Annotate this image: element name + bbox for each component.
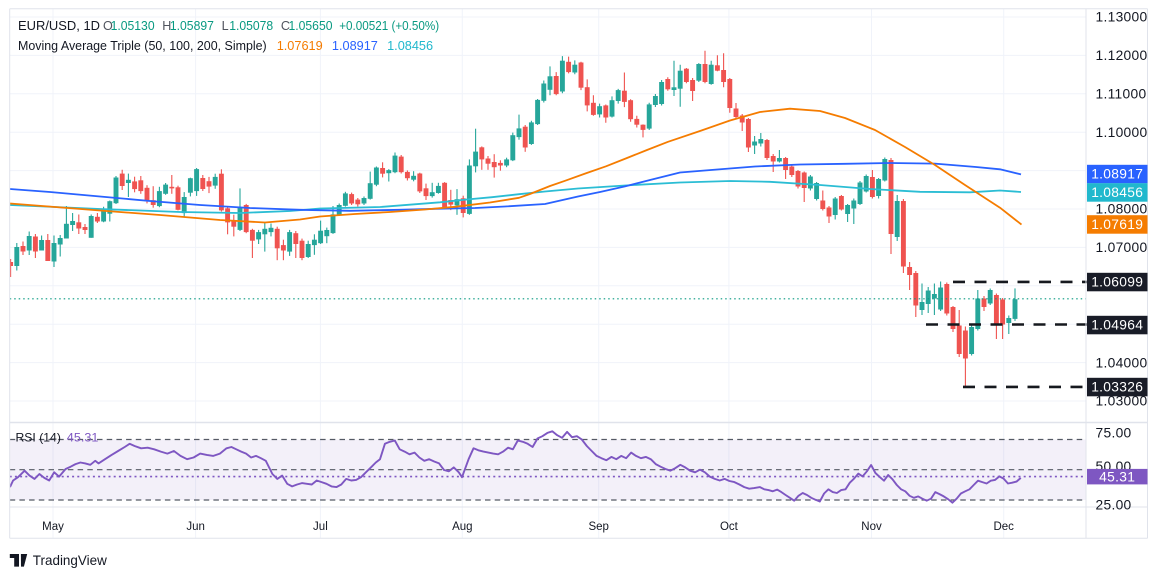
svg-text:1.08456: 1.08456	[1091, 185, 1143, 200]
svg-text:Nov: Nov	[861, 521, 882, 533]
svg-text:May: May	[42, 521, 64, 533]
svg-text:1.08456: 1.08456	[387, 38, 433, 53]
svg-text:+0.00521 (+0.50%): +0.00521 (+0.50%)	[339, 18, 439, 33]
svg-text:1.12000: 1.12000	[1096, 48, 1148, 63]
svg-text:Dec: Dec	[993, 521, 1014, 533]
svg-text:1.11000: 1.11000	[1096, 87, 1147, 102]
svg-text:Oct: Oct	[720, 521, 739, 533]
svg-text:1.13000: 1.13000	[1096, 10, 1148, 25]
svg-text:1.05897: 1.05897	[170, 18, 214, 33]
svg-text:1.04000: 1.04000	[1096, 355, 1148, 370]
svg-text:H: H	[162, 19, 171, 33]
svg-text:1.03000: 1.03000	[1096, 394, 1148, 409]
svg-text:1.04964: 1.04964	[1091, 318, 1143, 333]
svg-text:1.08000: 1.08000	[1096, 202, 1148, 217]
svg-text:RSI (14): RSI (14)	[16, 430, 61, 444]
svg-text:1.03326: 1.03326	[1091, 380, 1143, 395]
svg-text:1.05078: 1.05078	[229, 18, 273, 33]
svg-text:TradingView: TradingView	[33, 553, 107, 568]
svg-text:1.08917: 1.08917	[332, 38, 378, 53]
svg-text:1.07000: 1.07000	[1096, 240, 1148, 255]
svg-text:1.05650: 1.05650	[289, 18, 333, 33]
svg-text:1.07619: 1.07619	[1091, 217, 1143, 232]
svg-text:75.00: 75.00	[1096, 426, 1132, 441]
svg-text:1.06099: 1.06099	[1091, 275, 1143, 290]
svg-text:45.31: 45.31	[67, 430, 99, 444]
svg-text:O: O	[103, 19, 113, 33]
svg-text:1.10000: 1.10000	[1096, 125, 1148, 140]
svg-text:EUR/USD, 1D: EUR/USD, 1D	[18, 18, 100, 33]
svg-text:Sep: Sep	[588, 521, 608, 533]
svg-text:1.05130: 1.05130	[111, 18, 155, 33]
svg-text:45.31: 45.31	[1099, 469, 1135, 484]
svg-text:Aug: Aug	[452, 521, 472, 533]
svg-text:Jul: Jul	[313, 521, 328, 533]
svg-text:L: L	[222, 19, 229, 33]
svg-text:Jun: Jun	[186, 521, 205, 533]
svg-text:1.07619: 1.07619	[277, 38, 323, 53]
svg-text:25.00: 25.00	[1096, 498, 1132, 513]
svg-text:C: C	[281, 19, 290, 33]
svg-text:Moving Average Triple (50, 100: Moving Average Triple (50, 100, 200, Sim…	[18, 38, 267, 53]
svg-text:1.08917: 1.08917	[1091, 167, 1143, 182]
